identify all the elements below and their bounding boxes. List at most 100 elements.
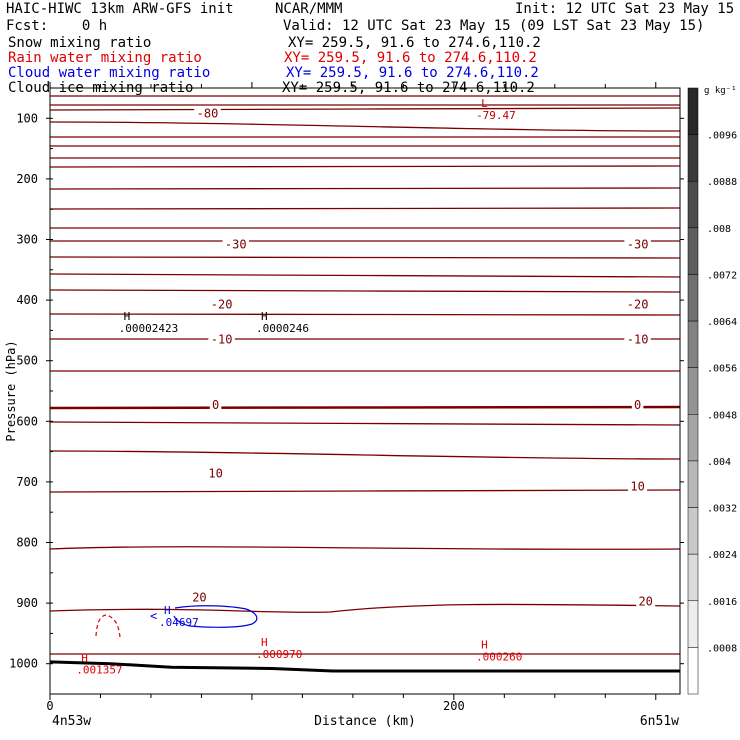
contour-label-bg bbox=[206, 467, 226, 480]
colorbar-swatch bbox=[687, 600, 699, 648]
extremum-marker: L bbox=[481, 97, 488, 110]
y-tick-label: 300 bbox=[16, 233, 38, 247]
field-cloudice-xy: XY= 259.5, 91.6 to 274.6,110.2 bbox=[282, 80, 535, 96]
isotherm-line bbox=[49, 405, 681, 410]
temperature-contours bbox=[49, 95, 681, 655]
colorbar-label: .004 bbox=[707, 457, 731, 468]
field-rain-xy: XY= 259.5, 91.6 to 274.6,110.2 bbox=[284, 50, 537, 66]
y-tick-label: 800 bbox=[16, 536, 38, 550]
colorbar-label: .0088 bbox=[707, 177, 737, 188]
extremum-marker: H bbox=[124, 310, 131, 323]
colorbar-units: g kg⁻¹ bbox=[704, 86, 737, 96]
rain-contour bbox=[95, 614, 121, 639]
contour-label-bg bbox=[222, 238, 250, 251]
extremum-value: .00002423 bbox=[119, 322, 179, 335]
cloud-water-arrow: < bbox=[150, 609, 157, 623]
contour-label: 0 bbox=[634, 398, 641, 412]
isotherm-line bbox=[49, 289, 681, 293]
colorbar-label: .0072 bbox=[707, 270, 737, 281]
contour-label-bg bbox=[624, 333, 651, 346]
x-tick-label: 200 bbox=[443, 699, 465, 713]
colorbar-label: .0024 bbox=[707, 550, 737, 561]
extremum-marker: H bbox=[81, 651, 88, 664]
field-snow-name: Snow mixing ratio bbox=[8, 35, 152, 51]
extremum-value: .001357 bbox=[76, 663, 122, 676]
colorbar: .0096 .0088 .008 .0072 .0064 .0056 .0048 .004 .0… bbox=[687, 86, 737, 695]
colorbar-swatch bbox=[687, 134, 699, 182]
contour-label-bg bbox=[631, 398, 644, 411]
model-title: HAIC-HIWC 13km ARW-GFS init bbox=[6, 1, 234, 17]
contour-label: -80 bbox=[197, 106, 219, 120]
contour-label-bg bbox=[208, 333, 235, 346]
colorbar-swatch bbox=[687, 227, 699, 275]
extremum-marker: H bbox=[481, 639, 488, 652]
extremum-marker: H bbox=[164, 604, 171, 617]
extremum-value: -79.47 bbox=[476, 109, 516, 122]
contour-label-bg bbox=[189, 591, 209, 604]
contour-label: 20 bbox=[192, 591, 206, 605]
org-label: NCAR/MMM bbox=[275, 1, 343, 17]
contour-label-bg bbox=[636, 595, 656, 608]
isotherm-line bbox=[49, 546, 681, 550]
y-axis-label: Pressure (hPa) bbox=[4, 340, 18, 441]
terrain-line bbox=[49, 660, 680, 673]
extremum-marker: H bbox=[261, 310, 268, 323]
extremum-value: .0000246 bbox=[256, 322, 309, 335]
contour-label: -10 bbox=[211, 332, 233, 346]
y-tick-label: 100 bbox=[16, 111, 38, 125]
colorbar-swatch bbox=[687, 414, 699, 462]
contour-label: 20 bbox=[638, 594, 652, 608]
colorbar-label: .0064 bbox=[707, 317, 737, 328]
contour-label: -20 bbox=[211, 297, 233, 311]
field-snow-xy: XY= 259.5, 91.6 to 274.6,110.2 bbox=[288, 35, 541, 51]
x-tick-label: 0 bbox=[46, 699, 53, 713]
x-end-right: 6n51w bbox=[640, 714, 679, 729]
x-end-left: 4n53w bbox=[52, 714, 91, 729]
contour-label: -20 bbox=[627, 297, 649, 311]
colorbar-swatch bbox=[687, 460, 699, 508]
colorbar-swatch bbox=[687, 647, 699, 695]
isotherm-line bbox=[49, 273, 681, 278]
y-tick-label: 900 bbox=[16, 596, 38, 610]
colorbar-label: .0056 bbox=[707, 364, 737, 375]
contour-label: -10 bbox=[627, 332, 649, 346]
contour-label-bg bbox=[624, 238, 651, 251]
colorbar-swatch bbox=[687, 320, 699, 368]
field-cloudwater-xy: XY= 259.5, 91.6 to 274.6,110.2 bbox=[286, 65, 539, 81]
y-tick-label: 400 bbox=[16, 293, 38, 307]
contour-label-bg bbox=[194, 107, 221, 120]
contour-label-bg bbox=[208, 298, 235, 311]
contour-label: -30 bbox=[627, 237, 649, 251]
colorbar-swatch bbox=[687, 553, 699, 602]
init-time: Init: 12 UTC Sat 23 May 15 bbox=[515, 1, 735, 17]
colorbar-swatch bbox=[687, 274, 699, 322]
terrain-layer bbox=[49, 660, 680, 673]
y-tick-label: 600 bbox=[16, 414, 38, 428]
extremum-marker: H bbox=[261, 636, 268, 649]
forecast-hour: Fcst: 0 h bbox=[6, 18, 108, 34]
isotherm-line bbox=[49, 165, 681, 168]
colorbar-swatch bbox=[687, 367, 699, 415]
isotherm-line bbox=[49, 313, 681, 316]
field-cloudwater-name: Cloud water mixing ratio bbox=[8, 65, 211, 81]
colorbar-label: .0048 bbox=[707, 410, 737, 421]
y-tick-label: 1000 bbox=[9, 657, 38, 671]
extremum-value: .000260 bbox=[476, 651, 522, 664]
colorbar-label: .0096 bbox=[707, 131, 737, 142]
contour-label-bg bbox=[209, 398, 222, 411]
contour-label: -30 bbox=[225, 237, 247, 251]
isotherm-line bbox=[49, 603, 681, 613]
colorbar-swatch bbox=[687, 507, 699, 555]
isotherm-line bbox=[49, 207, 681, 210]
colorbar-label: .008 bbox=[707, 224, 731, 235]
field-rain-name: Rain water mixing ratio bbox=[8, 50, 202, 66]
extremum-value: .000970 bbox=[256, 648, 302, 661]
contour-label-bg bbox=[628, 480, 648, 493]
moisture-contours: < bbox=[95, 605, 258, 639]
isotherm-line bbox=[49, 107, 681, 111]
isotherm-line bbox=[49, 450, 681, 460]
isotherm-line bbox=[49, 121, 681, 132]
contour-label: 10 bbox=[630, 480, 644, 494]
